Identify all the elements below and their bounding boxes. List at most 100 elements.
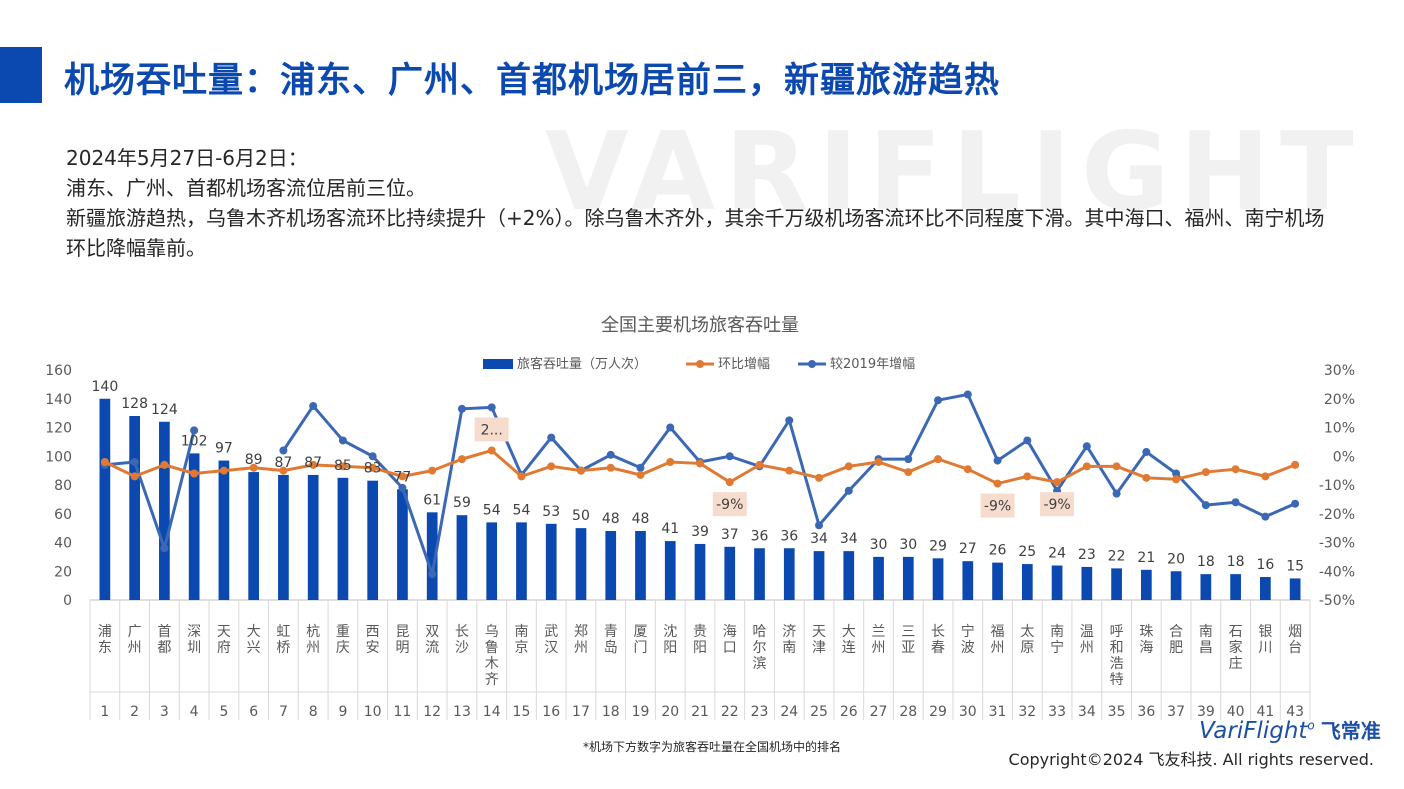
rank-label: 20 <box>661 704 679 720</box>
point-mom <box>428 466 437 475</box>
category-label: 原 <box>1020 640 1034 656</box>
point-mom <box>309 460 318 469</box>
bar-value-label: 59 <box>453 495 471 511</box>
rank-label: 25 <box>810 704 828 720</box>
category-label: 齐 <box>485 672 499 688</box>
bar <box>724 546 736 600</box>
bar <box>1200 574 1212 600</box>
category-label: 台 <box>1288 640 1302 656</box>
point-mom <box>338 462 347 471</box>
point-vs2019 <box>785 416 794 425</box>
category-label: 福 <box>991 624 1005 640</box>
watermark: VARIFLIGHT <box>545 110 1364 235</box>
bar-value-label: 77 <box>394 469 412 485</box>
category-label: 深 <box>187 624 201 640</box>
point-vs2019 <box>160 544 169 553</box>
y-right-tick-label: -50% <box>1319 593 1355 609</box>
bar <box>962 561 974 600</box>
bar <box>992 562 1003 600</box>
bar <box>754 548 765 600</box>
point-mom <box>1053 478 1062 487</box>
bar <box>1081 566 1093 600</box>
bar <box>873 556 884 600</box>
category-label: 府 <box>217 640 231 656</box>
rank-label: 34 <box>1078 704 1096 720</box>
y-right-tick-label: -40% <box>1319 564 1355 580</box>
point-vs2019 <box>904 455 913 464</box>
bar <box>1170 571 1182 600</box>
point-mom <box>547 462 556 471</box>
point-vs2019 <box>1082 442 1091 451</box>
point-mom <box>993 479 1002 488</box>
category-label: 春 <box>931 640 945 656</box>
brand-name: VariFlight <box>1199 718 1308 744</box>
category-label: 津 <box>812 640 826 656</box>
bar <box>1111 568 1122 600</box>
bar-value-label: 53 <box>542 504 560 520</box>
page-title: 机场吞吐量：浦东、广州、首都机场居前三，新疆旅游趋热 <box>64 61 1001 101</box>
callout-label: -9% <box>984 499 1011 515</box>
rank-label: 35 <box>1108 704 1126 720</box>
rank-label: 13 <box>453 704 471 720</box>
rank-label: 41 <box>1256 704 1274 720</box>
bar-value-label: 18 <box>1197 554 1215 570</box>
category-label: 大 <box>247 624 261 640</box>
bar-value-label: 102 <box>181 433 208 449</box>
bar <box>248 472 260 600</box>
y-right-tick-label: 30% <box>1324 363 1355 379</box>
point-mom <box>755 460 764 469</box>
category-label: 尔 <box>753 640 767 656</box>
category-label: 青 <box>604 624 618 640</box>
category-label: 亚 <box>901 640 915 656</box>
point-mom <box>1172 475 1181 484</box>
category-label: 哈 <box>753 624 767 640</box>
bar-value-label: 54 <box>513 502 531 518</box>
bar <box>516 522 527 600</box>
rank-label: 21 <box>691 704 709 720</box>
rank-label: 2 <box>130 704 139 720</box>
category-label: 连 <box>842 640 856 656</box>
point-vs2019 <box>338 436 347 445</box>
bar-value-label: 37 <box>721 527 739 543</box>
legend-swatch-bar <box>483 359 513 369</box>
category-label: 西 <box>366 624 380 640</box>
bar <box>843 551 855 600</box>
point-vs2019 <box>190 426 199 435</box>
point-mom <box>1231 465 1240 474</box>
bar <box>902 556 914 600</box>
y-left-tick-label: 60 <box>54 507 72 523</box>
point-vs2019 <box>1291 499 1300 508</box>
rank-label: 37 <box>1167 704 1185 720</box>
category-label: 沈 <box>663 624 677 640</box>
category-label: 圳 <box>187 640 201 656</box>
point-mom <box>606 463 615 472</box>
category-label: 沙 <box>455 640 469 656</box>
bar-value-label: 128 <box>121 396 148 412</box>
bar <box>278 474 289 600</box>
point-mom <box>457 455 466 464</box>
point-mom <box>874 458 883 466</box>
category-label: 南 <box>1199 624 1213 640</box>
category-label: 桥 <box>276 640 290 656</box>
point-mom <box>1291 460 1300 469</box>
bar <box>129 416 140 600</box>
bar-value-label: 18 <box>1227 554 1245 570</box>
category-label: 波 <box>961 640 975 656</box>
rank-label: 31 <box>989 704 1007 720</box>
callout-label: 2... <box>481 423 503 439</box>
category-label: 川 <box>1258 640 1272 656</box>
rank-label: 24 <box>780 704 798 720</box>
rank-label: 4 <box>190 704 199 720</box>
point-vs2019 <box>934 396 943 405</box>
y-left-tick-label: 120 <box>45 421 72 437</box>
category-label: 济 <box>782 624 796 640</box>
bar-value-label: 48 <box>632 511 650 527</box>
point-vs2019 <box>1201 501 1210 510</box>
category-label: 浩 <box>1110 656 1124 672</box>
bar-value-label: 41 <box>661 521 679 537</box>
point-vs2019 <box>1261 512 1270 521</box>
point-mom <box>666 458 675 466</box>
rank-label: 23 <box>751 704 769 720</box>
rank-label: 19 <box>632 704 650 720</box>
rank-label: 10 <box>364 704 382 720</box>
